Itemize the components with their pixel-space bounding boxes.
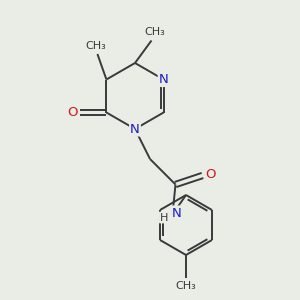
Text: CH₃: CH₃ — [85, 40, 106, 51]
Text: O: O — [67, 106, 78, 119]
Text: N: N — [159, 73, 169, 86]
Text: CH₃: CH₃ — [176, 281, 197, 291]
Text: O: O — [206, 167, 216, 181]
Text: N: N — [172, 206, 182, 220]
Text: CH₃: CH₃ — [144, 27, 165, 37]
Text: H: H — [160, 212, 168, 223]
Text: N: N — [130, 122, 140, 136]
